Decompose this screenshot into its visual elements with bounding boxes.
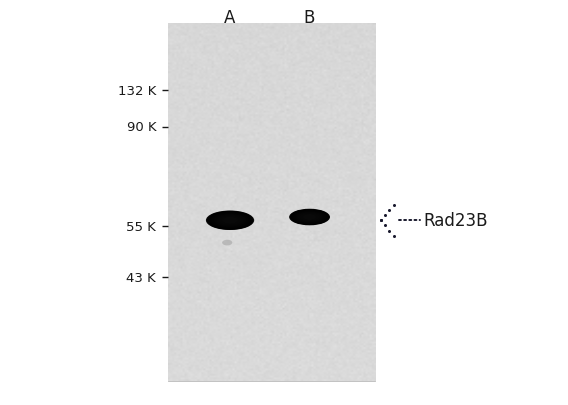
Ellipse shape xyxy=(290,209,329,226)
Ellipse shape xyxy=(220,217,240,225)
Ellipse shape xyxy=(303,215,316,220)
Text: Rad23B: Rad23B xyxy=(423,212,488,230)
Ellipse shape xyxy=(224,218,236,223)
Ellipse shape xyxy=(213,214,247,228)
Ellipse shape xyxy=(305,215,314,220)
Ellipse shape xyxy=(214,214,246,227)
Bar xyxy=(168,24,375,381)
Ellipse shape xyxy=(220,217,240,225)
Ellipse shape xyxy=(295,211,324,224)
Ellipse shape xyxy=(296,212,323,223)
Ellipse shape xyxy=(296,212,323,223)
Text: 43 K: 43 K xyxy=(127,271,156,284)
Text: A: A xyxy=(224,9,236,27)
Ellipse shape xyxy=(306,216,313,219)
Ellipse shape xyxy=(210,213,250,229)
Ellipse shape xyxy=(299,213,320,222)
Text: 55 K: 55 K xyxy=(126,220,156,233)
Ellipse shape xyxy=(225,219,235,223)
Ellipse shape xyxy=(293,211,326,224)
Ellipse shape xyxy=(211,213,249,228)
Ellipse shape xyxy=(222,240,232,246)
Ellipse shape xyxy=(304,215,315,220)
Text: 90 K: 90 K xyxy=(127,121,156,134)
Ellipse shape xyxy=(209,212,251,229)
Ellipse shape xyxy=(215,215,245,227)
Ellipse shape xyxy=(216,215,245,226)
Ellipse shape xyxy=(226,219,234,222)
Ellipse shape xyxy=(224,218,236,223)
Ellipse shape xyxy=(291,210,328,225)
Ellipse shape xyxy=(306,216,314,219)
Ellipse shape xyxy=(297,213,322,222)
Ellipse shape xyxy=(207,211,253,230)
Ellipse shape xyxy=(303,215,316,220)
Ellipse shape xyxy=(206,211,254,230)
Ellipse shape xyxy=(208,212,252,230)
Ellipse shape xyxy=(221,217,239,224)
Ellipse shape xyxy=(290,210,329,225)
Ellipse shape xyxy=(298,213,321,222)
Ellipse shape xyxy=(300,214,319,221)
Ellipse shape xyxy=(300,213,319,222)
Ellipse shape xyxy=(304,215,315,220)
Ellipse shape xyxy=(289,209,330,226)
Ellipse shape xyxy=(222,217,238,224)
Ellipse shape xyxy=(223,218,237,224)
Ellipse shape xyxy=(219,216,241,225)
Ellipse shape xyxy=(292,210,327,225)
Ellipse shape xyxy=(212,213,248,228)
Ellipse shape xyxy=(302,214,318,221)
Ellipse shape xyxy=(295,212,324,223)
Ellipse shape xyxy=(223,217,237,224)
Ellipse shape xyxy=(294,211,325,224)
Ellipse shape xyxy=(211,213,249,228)
Text: B: B xyxy=(304,9,315,27)
Text: 132 K: 132 K xyxy=(118,85,156,98)
Ellipse shape xyxy=(217,215,243,226)
Ellipse shape xyxy=(216,215,244,226)
Ellipse shape xyxy=(302,215,317,220)
Ellipse shape xyxy=(207,212,253,230)
Ellipse shape xyxy=(293,211,327,224)
Ellipse shape xyxy=(218,216,242,226)
Ellipse shape xyxy=(299,213,320,222)
